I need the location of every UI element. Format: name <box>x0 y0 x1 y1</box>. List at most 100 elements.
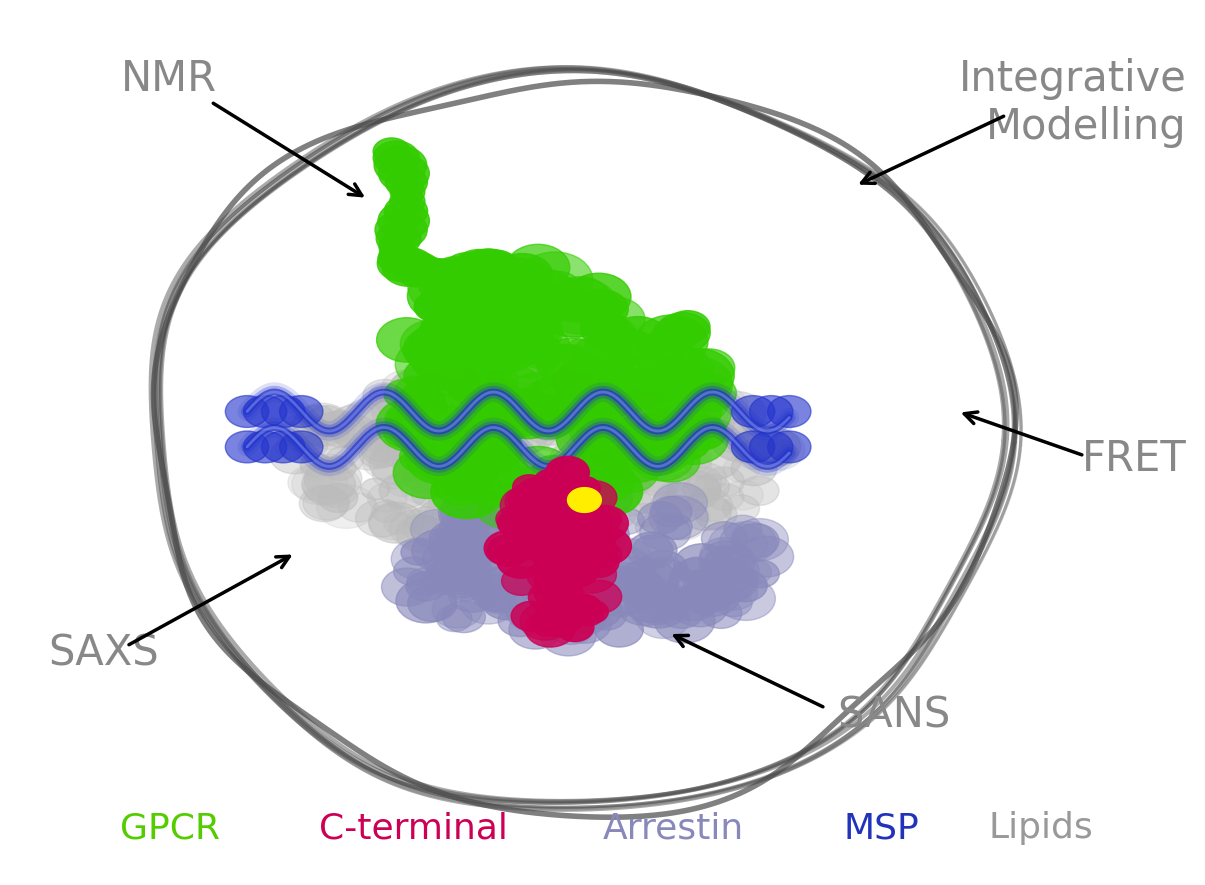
Circle shape <box>687 374 736 412</box>
Circle shape <box>428 483 463 510</box>
Text: SANS: SANS <box>837 695 951 736</box>
Circle shape <box>516 382 562 416</box>
Circle shape <box>521 579 556 604</box>
Circle shape <box>428 491 465 519</box>
Circle shape <box>530 505 568 533</box>
Circle shape <box>395 337 470 391</box>
Circle shape <box>666 442 712 475</box>
Circle shape <box>380 241 413 266</box>
Circle shape <box>636 592 681 625</box>
Circle shape <box>707 391 766 435</box>
Circle shape <box>389 189 425 214</box>
Text: C-terminal: C-terminal <box>319 812 509 845</box>
Circle shape <box>543 284 593 321</box>
Circle shape <box>574 573 622 608</box>
Circle shape <box>566 594 596 616</box>
Circle shape <box>354 419 396 450</box>
Circle shape <box>507 474 557 512</box>
Circle shape <box>387 473 418 496</box>
Circle shape <box>656 481 698 512</box>
Circle shape <box>519 508 562 538</box>
Circle shape <box>418 378 474 419</box>
Circle shape <box>728 429 772 462</box>
Circle shape <box>570 524 604 549</box>
Circle shape <box>509 329 556 364</box>
Circle shape <box>670 558 723 597</box>
Circle shape <box>515 501 562 535</box>
Circle shape <box>577 432 619 462</box>
Circle shape <box>275 436 305 458</box>
Circle shape <box>654 385 731 442</box>
Circle shape <box>523 395 580 437</box>
Circle shape <box>449 450 523 504</box>
Circle shape <box>680 493 731 530</box>
Circle shape <box>571 514 629 557</box>
Circle shape <box>589 507 622 531</box>
Circle shape <box>523 535 565 566</box>
Circle shape <box>645 430 688 461</box>
Circle shape <box>577 600 609 623</box>
Circle shape <box>651 492 681 514</box>
Circle shape <box>377 318 437 362</box>
Circle shape <box>498 509 535 536</box>
Circle shape <box>354 395 405 432</box>
Circle shape <box>371 501 401 522</box>
Circle shape <box>437 512 489 550</box>
Circle shape <box>446 469 490 502</box>
Circle shape <box>605 421 662 462</box>
Circle shape <box>471 480 515 512</box>
Circle shape <box>369 504 418 540</box>
Circle shape <box>657 513 692 539</box>
Circle shape <box>453 298 513 342</box>
Circle shape <box>635 315 707 369</box>
Circle shape <box>418 327 486 376</box>
Circle shape <box>408 322 474 370</box>
Circle shape <box>571 335 629 378</box>
Circle shape <box>574 466 642 517</box>
Circle shape <box>560 541 601 572</box>
Circle shape <box>577 547 619 578</box>
Circle shape <box>492 492 531 522</box>
Circle shape <box>481 581 534 620</box>
Circle shape <box>369 384 402 409</box>
Circle shape <box>380 473 429 509</box>
Circle shape <box>424 503 454 525</box>
Circle shape <box>558 551 600 583</box>
Circle shape <box>535 602 582 636</box>
Circle shape <box>535 511 569 535</box>
Circle shape <box>429 305 476 340</box>
Circle shape <box>469 427 519 463</box>
Circle shape <box>633 535 674 565</box>
Circle shape <box>376 222 421 255</box>
Circle shape <box>493 444 523 466</box>
Circle shape <box>315 454 347 478</box>
Circle shape <box>594 320 634 350</box>
Circle shape <box>521 402 580 445</box>
Circle shape <box>566 273 631 320</box>
Circle shape <box>475 303 539 350</box>
Circle shape <box>648 583 688 612</box>
Circle shape <box>649 496 709 539</box>
Circle shape <box>425 380 471 413</box>
Circle shape <box>465 412 509 444</box>
Circle shape <box>701 521 747 556</box>
Circle shape <box>674 543 730 585</box>
Circle shape <box>410 428 442 453</box>
Circle shape <box>301 465 355 504</box>
Circle shape <box>505 541 552 575</box>
Circle shape <box>434 546 486 585</box>
Circle shape <box>430 466 504 519</box>
Circle shape <box>518 529 549 552</box>
Circle shape <box>501 482 552 520</box>
Circle shape <box>598 429 639 460</box>
Circle shape <box>704 467 745 496</box>
Circle shape <box>721 428 756 454</box>
Circle shape <box>517 396 556 425</box>
Circle shape <box>496 380 529 403</box>
Circle shape <box>717 574 753 601</box>
Circle shape <box>478 379 517 408</box>
Circle shape <box>299 485 349 521</box>
Circle shape <box>665 311 710 343</box>
Circle shape <box>448 577 496 612</box>
Circle shape <box>511 454 543 478</box>
